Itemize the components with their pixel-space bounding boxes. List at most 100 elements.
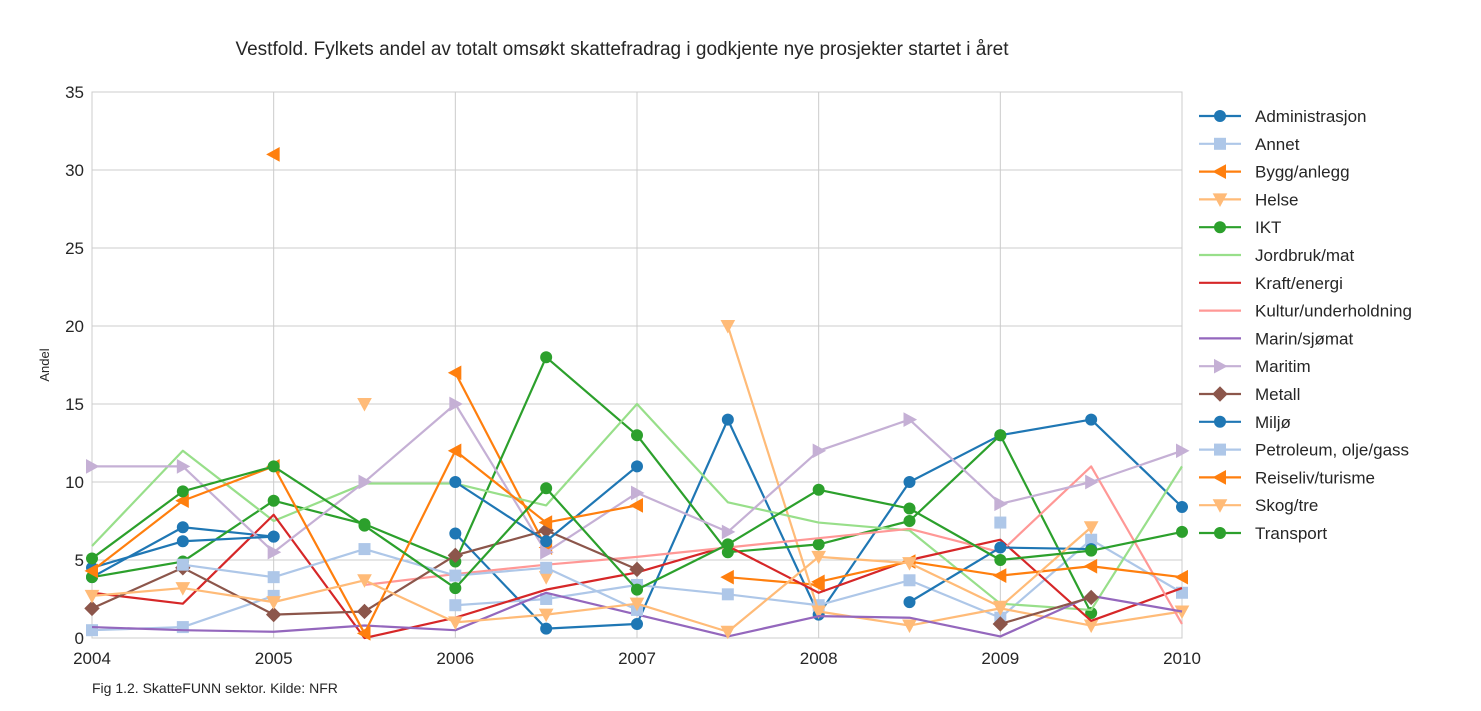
series-bygg-anlegg-point — [720, 569, 734, 585]
y-tick-label: 5 — [75, 551, 84, 570]
series-bygg-anlegg-point — [447, 365, 462, 381]
series-annet-point — [449, 599, 462, 612]
legend-label: Reiseliv/turisme — [1255, 468, 1375, 487]
legend-label: Helse — [1255, 190, 1298, 209]
series-bygg-anlegg-point — [266, 147, 280, 162]
series-maritim-point — [176, 459, 191, 474]
series-maritim-point — [1176, 443, 1190, 459]
series-helse-point — [902, 619, 917, 634]
chart-title: Vestfold. Fylkets andel av totalt omsøkt… — [235, 39, 1009, 60]
x-tick-label: 2009 — [981, 649, 1019, 668]
series-transport-point — [812, 483, 825, 496]
series-reiseliv-turisme-point — [447, 443, 462, 459]
y-tick-label: 30 — [65, 161, 84, 180]
series-maritim-point — [540, 544, 554, 560]
figure-caption: Fig 1.2. SkatteFUNN sektor. Kilde: NFR — [92, 680, 338, 696]
series-kultur-underholdning — [364, 465, 1183, 625]
legend-swatch-point — [1214, 358, 1228, 374]
legend-item-helse: Helse — [1199, 190, 1298, 209]
series-miljo-point — [176, 535, 189, 548]
legend-label: IKT — [1255, 218, 1281, 237]
series-reiseliv-turisme-point — [1083, 558, 1098, 574]
series-layer — [84, 147, 1190, 641]
legend-item-transport: Transport — [1199, 524, 1327, 543]
legend-label: Maritim — [1255, 357, 1311, 376]
legend-swatch-point — [1214, 415, 1226, 428]
legend-label: Marin/sjømat — [1255, 329, 1354, 348]
x-tick-label: 2007 — [618, 649, 656, 668]
series-helse-point — [811, 605, 827, 620]
series-maritim-point — [358, 474, 373, 490]
series-maritim-point — [1085, 474, 1099, 490]
series-annet-point — [86, 624, 98, 637]
legend-swatch-point — [1212, 470, 1226, 485]
series-skog-tre-point — [1083, 521, 1099, 535]
legend-label: Miljø — [1255, 413, 1291, 432]
series-reiseliv-turisme-point — [992, 568, 1007, 583]
series-transport-point — [267, 460, 280, 473]
legend-label: Petroleum, olje/gass — [1255, 441, 1409, 460]
legend-label: Kultur/underholdning — [1255, 302, 1412, 321]
legend-label: Administrasjon — [1255, 107, 1367, 126]
legend-item-reiseliv-turisme: Reiseliv/turisme — [1199, 468, 1375, 487]
legend-label: Jordbruk/mat — [1255, 246, 1354, 265]
legend-item-kultur-underholdning: Kultur/underholdning — [1199, 302, 1412, 321]
series-miljo-point — [449, 476, 462, 488]
series-skog-tre-line — [91, 526, 1092, 633]
legend-swatch-point — [1212, 386, 1228, 402]
series-maritim-point — [449, 396, 463, 412]
series-reiseliv-turisme-point — [356, 625, 371, 641]
series-skog-tre-point — [538, 608, 554, 623]
series-maritim-point — [994, 496, 1008, 512]
legend-item-bygg-anlegg: Bygg/anlegg — [1199, 163, 1350, 182]
legend-item-marin-sjomat: Marin/sjømat — [1199, 329, 1354, 348]
series-metall-point — [356, 603, 373, 620]
legend-swatch-point — [1214, 221, 1226, 234]
legend-label: Metall — [1255, 385, 1300, 404]
series-transport-point — [86, 552, 98, 565]
legend-swatch-point — [1214, 443, 1226, 456]
series-metall-point — [992, 616, 1009, 632]
y-axis-label: Andel — [37, 348, 52, 381]
series-reiseliv-turisme-point — [629, 498, 643, 513]
series-annet-point — [176, 621, 189, 634]
legend-label: Transport — [1255, 524, 1327, 543]
legend-swatch-point — [1214, 110, 1226, 122]
series-reiseliv-turisme-point — [1174, 569, 1188, 585]
series-transport-point — [721, 538, 734, 551]
series-skog-tre — [84, 521, 1099, 640]
series-reiseliv-turisme-point — [84, 563, 98, 579]
axis-labels: 0 5 10 15 20 25 30 35 2004 2005 2006 2007 2008 2009 20… — [65, 83, 1201, 668]
legend-item-administrasjon: Administrasjon — [1199, 107, 1367, 126]
series-skog-tre-point — [447, 616, 463, 630]
series-skog-tre-point — [357, 574, 372, 588]
legend-label: Skog/tre — [1255, 496, 1318, 515]
series-maritim-point — [86, 459, 100, 474]
series-miljo-point — [903, 596, 916, 609]
legend-item-jordbruk-mat: Jordbruk/mat — [1199, 246, 1354, 265]
series-transport-point — [631, 583, 643, 596]
series-kultur-underholdning-line — [364, 465, 1183, 625]
legend-item-skog-tre: Skog/tre — [1199, 496, 1318, 515]
series-miljo — [86, 460, 1098, 609]
series-petroleum-olje-gass-point — [267, 571, 280, 584]
series-administrasjon-point — [540, 622, 553, 635]
x-tick-label: 2004 — [73, 649, 111, 668]
series-transport-point — [176, 485, 189, 498]
legend-label: Bygg/anlegg — [1255, 163, 1350, 182]
x-tick-label: 2005 — [255, 649, 293, 668]
series-helse-point — [357, 398, 372, 412]
series-maritim-point — [631, 485, 645, 501]
legend-label: Annet — [1255, 135, 1300, 154]
series-transport-point — [1176, 525, 1188, 538]
series-administrasjon-point — [631, 617, 643, 630]
legend-swatch-point — [1212, 499, 1228, 513]
series-reiseliv-turisme-point — [811, 574, 825, 590]
series-administrasjon-point — [1176, 500, 1188, 513]
series-maritim-point — [267, 544, 282, 560]
series-skog-tre-point — [266, 596, 282, 610]
series-skog-tre-point — [992, 600, 1008, 615]
y-tick-label: 20 — [65, 317, 84, 336]
series-ikt-point — [540, 351, 553, 364]
